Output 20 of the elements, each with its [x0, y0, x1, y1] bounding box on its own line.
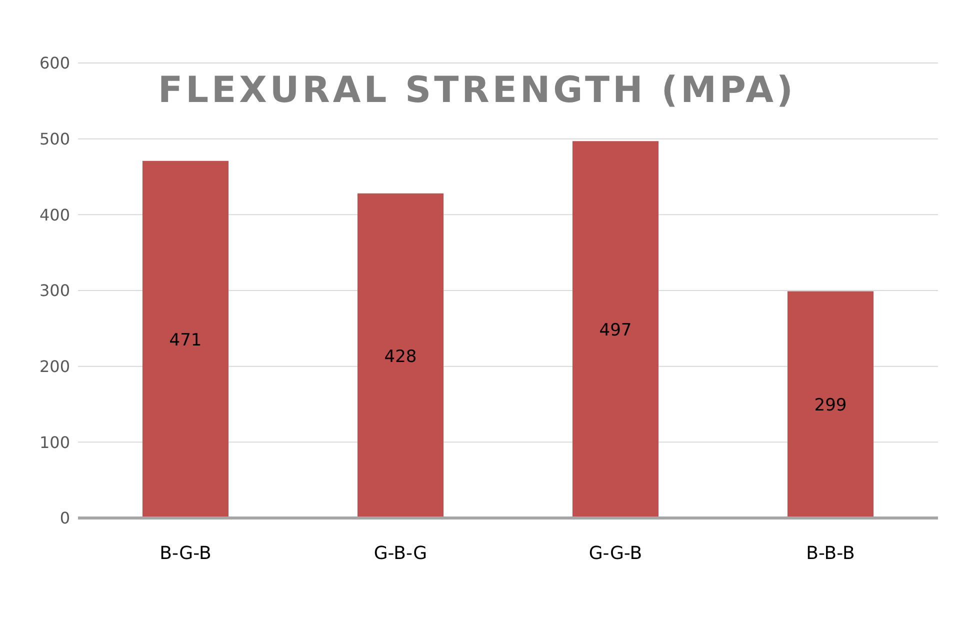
y-tick-label: 500	[39, 130, 70, 149]
y-tick-label: 0	[60, 508, 70, 528]
bar	[142, 160, 228, 518]
y-tick-label: 200	[39, 357, 70, 376]
chart-title: FLEXURAL STRENGTH (MPA)	[158, 70, 796, 111]
data-label: 299	[814, 396, 847, 416]
bar	[358, 193, 444, 518]
x-tick-label: G-B-G	[374, 542, 428, 564]
y-tick-label: 100	[39, 432, 70, 452]
y-tick-label: 600	[39, 54, 70, 73]
x-tick-label: B-G-B	[160, 542, 212, 564]
y-tick-label: 300	[39, 281, 70, 300]
data-label: 471	[169, 330, 202, 350]
x-tick-label: G-G-B	[588, 542, 642, 564]
data-label: 428	[384, 346, 417, 367]
data-label: 497	[599, 320, 632, 341]
bar	[788, 291, 874, 518]
x-tick-label: B-B-B	[806, 542, 855, 564]
bar	[572, 141, 658, 518]
y-tick-label: 400	[39, 205, 70, 224]
